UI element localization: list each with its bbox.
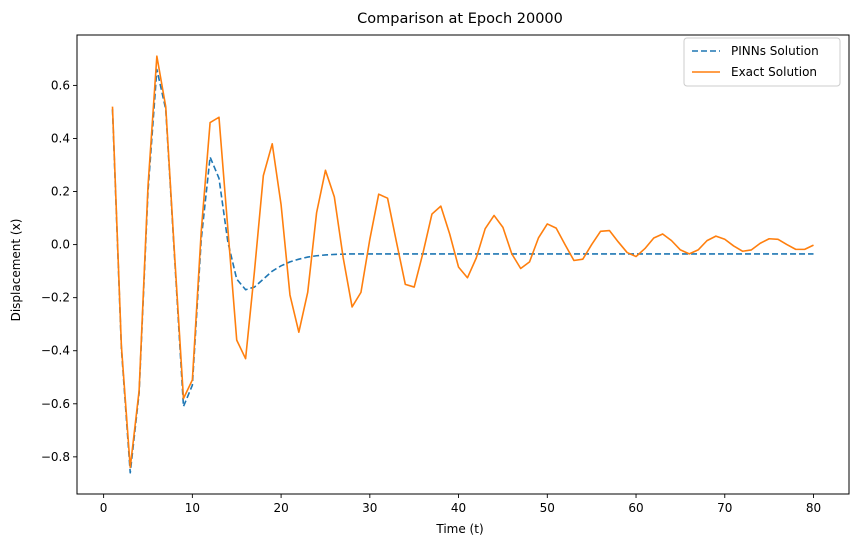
chart-title: Comparison at Epoch 20000 <box>357 11 563 27</box>
legend-box <box>683 37 841 87</box>
y-tick-label: −0.2 <box>41 291 70 305</box>
y-tick-label: −0.4 <box>41 344 70 358</box>
y-axis-ticks: −0.8 −0.6 −0.4 −0.2 0.0 0.2 0.4 0.6 <box>41 78 77 464</box>
x-axis-ticks: 0 10 20 30 40 50 60 70 80 <box>100 494 821 515</box>
x-tick-label: 20 <box>273 501 288 515</box>
x-tick-label: 0 <box>100 501 108 515</box>
y-tick-label: 0.6 <box>51 78 70 92</box>
x-tick-label: 30 <box>362 501 377 515</box>
y-tick-label: 0.0 <box>51 238 70 252</box>
series-line-exact-solution <box>111 55 814 469</box>
y-axis-label: Displacement (x) <box>9 219 23 322</box>
legend-label-pinns-solution: PINNs Solution <box>731 44 819 58</box>
y-tick-label: −0.8 <box>41 450 70 464</box>
x-tick-label: 80 <box>806 501 821 515</box>
x-tick-label: 60 <box>628 501 643 515</box>
y-tick-label: 0.2 <box>51 185 70 199</box>
x-tick-label: 40 <box>451 501 466 515</box>
x-tick-label: 50 <box>540 501 555 515</box>
x-tick-label: 10 <box>185 501 200 515</box>
x-tick-label: 70 <box>717 501 732 515</box>
plot-frame <box>76 34 850 495</box>
series-layer <box>111 55 814 474</box>
legend-label-exact-solution: Exact Solution <box>731 65 817 79</box>
y-tick-label: 0.4 <box>51 131 70 145</box>
x-axis-label: Time (t) <box>435 522 483 536</box>
legend: PINNs Solution Exact Solution <box>683 37 841 87</box>
y-tick-label: −0.6 <box>41 397 70 411</box>
